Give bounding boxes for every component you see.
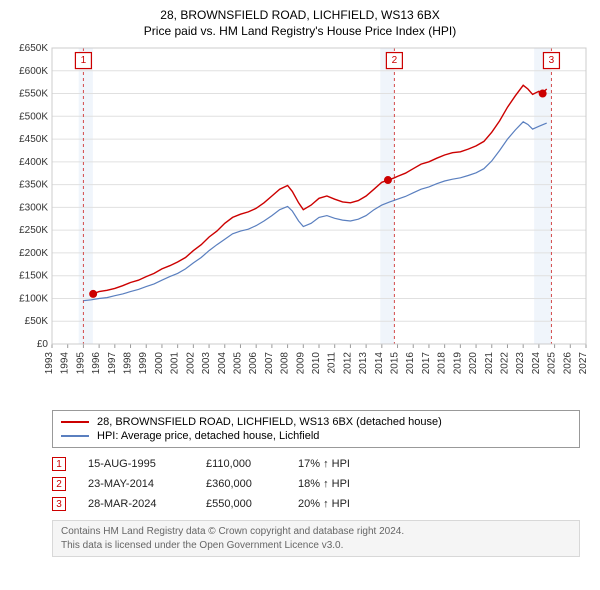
svg-text:2015: 2015: [390, 352, 401, 375]
event-price: £550,000: [206, 498, 276, 510]
attribution: Contains HM Land Registry data © Crown c…: [52, 520, 580, 557]
svg-text:2020: 2020: [468, 352, 479, 375]
svg-text:2009: 2009: [295, 352, 306, 375]
legend-item: HPI: Average price, detached house, Lich…: [61, 429, 571, 443]
legend-label: HPI: Average price, detached house, Lich…: [97, 430, 319, 442]
svg-text:£350K: £350K: [19, 180, 48, 191]
svg-text:£50K: £50K: [25, 316, 49, 327]
legend-swatch: [61, 421, 89, 423]
svg-text:2: 2: [392, 55, 398, 66]
attribution-line: Contains HM Land Registry data © Crown c…: [61, 525, 571, 539]
chart-container: 28, BROWNSFIELD ROAD, LICHFIELD, WS13 6B…: [0, 0, 600, 567]
attribution-line: This data is licensed under the Open Gov…: [61, 539, 571, 553]
svg-text:2003: 2003: [201, 352, 212, 375]
svg-text:2018: 2018: [437, 352, 448, 375]
svg-text:2016: 2016: [405, 352, 416, 375]
event-pct: 20% ↑ HPI: [298, 498, 350, 510]
svg-text:2012: 2012: [342, 352, 353, 375]
legend-item: 28, BROWNSFIELD ROAD, LICHFIELD, WS13 6B…: [61, 415, 571, 429]
svg-text:£250K: £250K: [19, 225, 48, 236]
event-date: 28-MAR-2024: [88, 498, 184, 510]
event-row: 2 23-MAY-2014 £360,000 18% ↑ HPI: [52, 474, 580, 494]
svg-text:2013: 2013: [358, 352, 369, 375]
svg-text:£550K: £550K: [19, 89, 48, 100]
svg-text:1993: 1993: [44, 352, 55, 375]
svg-text:2004: 2004: [217, 352, 228, 375]
svg-text:2024: 2024: [531, 352, 542, 375]
svg-text:2000: 2000: [154, 352, 165, 375]
event-marker: 3: [52, 497, 66, 511]
legend-label: 28, BROWNSFIELD ROAD, LICHFIELD, WS13 6B…: [97, 416, 442, 428]
svg-text:1995: 1995: [75, 352, 86, 375]
svg-text:1999: 1999: [138, 352, 149, 375]
svg-text:2023: 2023: [515, 352, 526, 375]
svg-text:2027: 2027: [578, 352, 589, 375]
svg-text:£400K: £400K: [19, 157, 48, 168]
legend-swatch: [61, 435, 89, 437]
title-address: 28, BROWNSFIELD ROAD, LICHFIELD, WS13 6B…: [10, 8, 590, 22]
event-marker: 1: [52, 457, 66, 471]
svg-text:2002: 2002: [185, 352, 196, 375]
svg-text:2025: 2025: [547, 352, 558, 375]
chart-area: £0 £50K £100K £150K £200K £250K £300K £350K £400…: [10, 44, 590, 404]
event-price: £360,000: [206, 478, 276, 490]
svg-text:1996: 1996: [91, 352, 102, 375]
svg-text:2019: 2019: [452, 352, 463, 375]
svg-text:2008: 2008: [280, 352, 291, 375]
svg-text:1998: 1998: [123, 352, 134, 375]
legend: 28, BROWNSFIELD ROAD, LICHFIELD, WS13 6B…: [52, 410, 580, 448]
svg-text:2007: 2007: [264, 352, 275, 375]
svg-text:£150K: £150K: [19, 271, 48, 282]
event-row: 3 28-MAR-2024 £550,000 20% ↑ HPI: [52, 494, 580, 514]
svg-text:2026: 2026: [562, 352, 573, 375]
svg-text:2006: 2006: [248, 352, 259, 375]
event-date: 15-AUG-1995: [88, 458, 184, 470]
svg-text:£450K: £450K: [19, 134, 48, 145]
event-pct: 17% ↑ HPI: [298, 458, 350, 470]
svg-text:3: 3: [549, 55, 555, 66]
svg-text:1994: 1994: [60, 352, 71, 375]
svg-text:£600K: £600K: [19, 66, 48, 77]
svg-text:1997: 1997: [107, 352, 118, 375]
svg-text:£0: £0: [37, 339, 49, 350]
event-date: 23-MAY-2014: [88, 478, 184, 490]
svg-text:£650K: £650K: [19, 44, 48, 54]
event-pct: 18% ↑ HPI: [298, 478, 350, 490]
svg-text:2017: 2017: [421, 352, 432, 375]
svg-text:£300K: £300K: [19, 202, 48, 213]
chart-svg: £0 £50K £100K £150K £200K £250K £300K £350K £400…: [10, 44, 590, 404]
title-block: 28, BROWNSFIELD ROAD, LICHFIELD, WS13 6B…: [10, 8, 590, 38]
svg-text:1: 1: [81, 55, 87, 66]
svg-text:£100K: £100K: [19, 293, 48, 304]
event-row: 1 15-AUG-1995 £110,000 17% ↑ HPI: [52, 454, 580, 474]
svg-text:2001: 2001: [170, 352, 181, 375]
svg-text:£500K: £500K: [19, 111, 48, 122]
events-table: 1 15-AUG-1995 £110,000 17% ↑ HPI 2 23-MA…: [52, 454, 580, 514]
event-price: £110,000: [206, 458, 276, 470]
svg-text:2005: 2005: [232, 352, 243, 375]
svg-text:2010: 2010: [311, 352, 322, 375]
svg-text:£200K: £200K: [19, 248, 48, 259]
svg-text:2014: 2014: [374, 352, 385, 375]
svg-text:2022: 2022: [499, 352, 510, 375]
svg-text:2021: 2021: [484, 352, 495, 375]
svg-text:2011: 2011: [327, 352, 338, 374]
title-subtitle: Price paid vs. HM Land Registry's House …: [10, 24, 590, 38]
event-marker: 2: [52, 477, 66, 491]
